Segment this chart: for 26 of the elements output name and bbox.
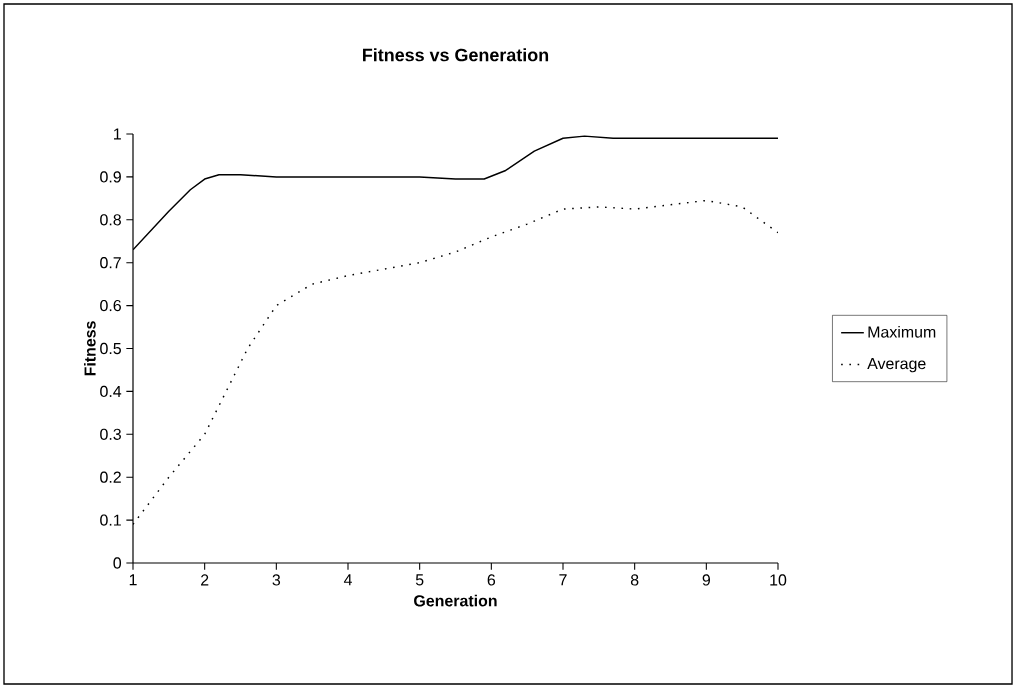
x-tick-label: 4 — [343, 574, 352, 586]
y-tick-label: 0.8 — [100, 214, 121, 226]
legend-label: Maximum — [868, 325, 936, 338]
x-tick-label: 8 — [630, 574, 639, 586]
x-tick-label: 1 — [129, 574, 137, 586]
x-tick-label: 5 — [415, 574, 424, 586]
y-axis-title: Fitness — [84, 321, 96, 376]
y-tick-label: 0.9 — [100, 171, 121, 183]
y-tick-label: 0.3 — [100, 428, 121, 440]
y-tick-label: 0.1 — [100, 514, 121, 526]
y-tick-label: 0.5 — [100, 342, 121, 355]
x-tick-label: 3 — [272, 574, 281, 586]
y-tick-label: 1 — [114, 128, 121, 140]
x-tick-label: 9 — [702, 574, 710, 586]
x-axis-title: Generation — [414, 594, 497, 607]
x-tick-label: 10 — [770, 574, 787, 586]
y-tick-label: 0.2 — [100, 471, 121, 483]
x-tick-label: 6 — [487, 574, 496, 586]
y-tick-label: 0.7 — [100, 257, 121, 269]
chart-title: Fitness vs Generation — [363, 48, 549, 62]
y-tick-label: 0.6 — [100, 299, 121, 312]
y-tick-label: 0.4 — [100, 385, 122, 398]
x-tick-label: 2 — [201, 574, 209, 586]
y-tick-label: 0 — [113, 557, 122, 569]
legend-label: Average — [867, 358, 926, 373]
x-tick-label: 7 — [559, 574, 567, 586]
